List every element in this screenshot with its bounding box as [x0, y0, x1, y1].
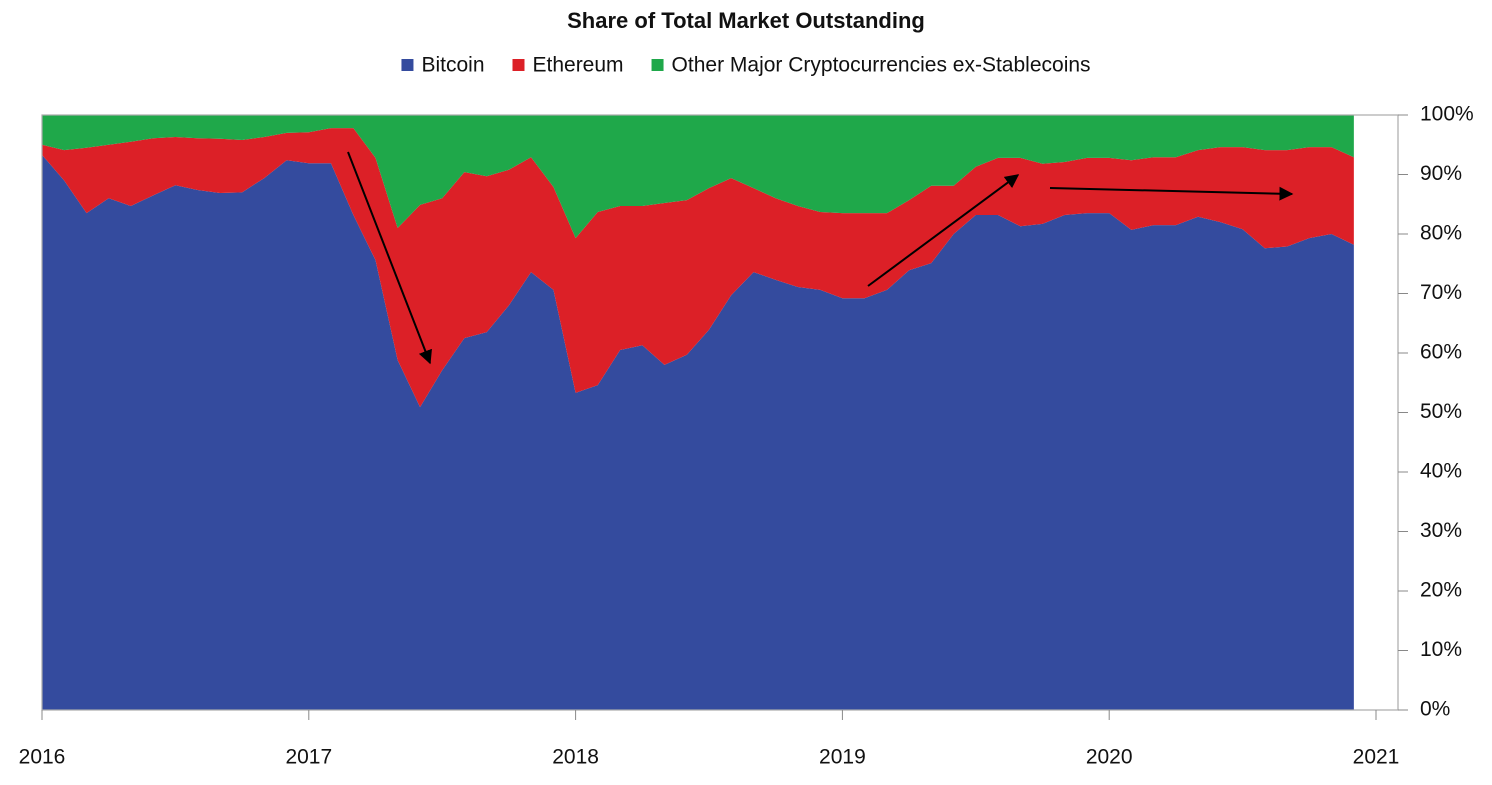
legend-label: Bitcoin: [421, 54, 484, 77]
x-tick-label: 2021: [1353, 746, 1400, 769]
plot-area: [42, 115, 1354, 711]
x-tick-label: 2020: [1086, 746, 1133, 769]
chart-title: Share of Total Market Outstanding: [567, 8, 925, 33]
arrow: [1049, 186, 1294, 201]
y-tick-label: 80%: [1420, 222, 1462, 245]
x-tick-label: 2019: [819, 746, 866, 769]
legend-label: Other Major Cryptocurrencies ex-Stableco…: [672, 54, 1091, 77]
y-tick-label: 20%: [1420, 579, 1462, 602]
x-tick-label: 2017: [285, 746, 332, 769]
y-tick-label: 0%: [1420, 698, 1450, 721]
area: [42, 128, 1354, 408]
arrow: [867, 174, 1020, 287]
legend-swatch: [512, 59, 525, 71]
y-tick-label: 50%: [1420, 400, 1462, 423]
legend-item: Bitcoin: [401, 54, 484, 77]
legend-item: Ethereum: [512, 54, 624, 77]
y-tick-label: 30%: [1420, 519, 1462, 542]
legend-swatch: [651, 59, 664, 71]
y-tick-label: 40%: [1420, 460, 1462, 483]
y-tick-label: 60%: [1420, 341, 1462, 364]
arrow: [347, 151, 432, 365]
trend-arrows: [347, 151, 1294, 365]
y-tick-label: 70%: [1420, 281, 1462, 304]
y-tick-label: 10%: [1420, 638, 1462, 661]
area: [42, 115, 1354, 239]
x-tick-label: 2016: [19, 746, 66, 769]
legend-swatch: [401, 59, 414, 71]
y-tick-label: 100%: [1420, 103, 1474, 126]
legend-label: Ethereum: [532, 54, 623, 77]
y-tick-label: 90%: [1420, 162, 1462, 185]
x-tick-label: 2018: [552, 746, 599, 769]
legend-item: Other Major Cryptocurrencies ex-Stableco…: [651, 54, 1091, 77]
area: [42, 154, 1354, 711]
